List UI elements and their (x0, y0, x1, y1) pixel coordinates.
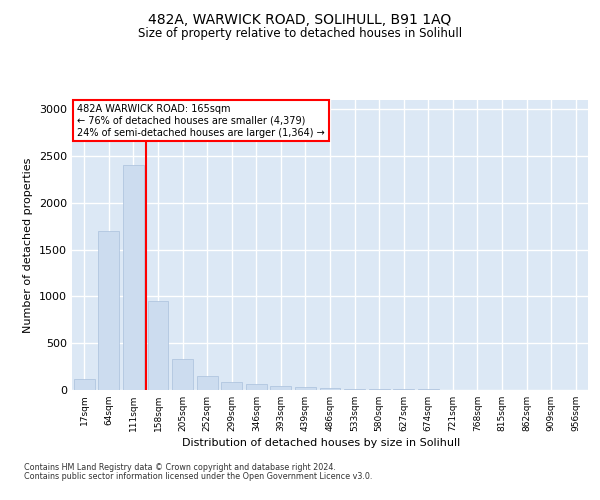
Text: Contains HM Land Registry data © Crown copyright and database right 2024.: Contains HM Land Registry data © Crown c… (24, 464, 336, 472)
Text: Contains public sector information licensed under the Open Government Licence v3: Contains public sector information licen… (24, 472, 373, 481)
Bar (271, 386, 292, 390)
Text: Size of property relative to detached houses in Solihull: Size of property relative to detached ho… (138, 28, 462, 40)
Bar (148, 301, 169, 390)
Bar (344, 388, 365, 390)
Bar (172, 359, 193, 390)
Bar (246, 384, 267, 390)
Bar (295, 387, 316, 390)
Bar (320, 388, 340, 390)
Bar (98, 231, 119, 390)
Text: 482A, WARWICK ROAD, SOLIHULL, B91 1AQ: 482A, WARWICK ROAD, SOLIHULL, B91 1AQ (148, 12, 452, 26)
Bar (197, 376, 218, 390)
Bar (123, 166, 144, 390)
Bar (221, 382, 242, 390)
Text: Distribution of detached houses by size in Solihull: Distribution of detached houses by size … (182, 438, 460, 448)
Bar (74, 379, 95, 390)
Y-axis label: Number of detached properties: Number of detached properties (23, 158, 34, 332)
Bar (368, 389, 389, 390)
Text: 482A WARWICK ROAD: 165sqm
← 76% of detached houses are smaller (4,379)
24% of se: 482A WARWICK ROAD: 165sqm ← 76% of detac… (77, 104, 325, 138)
